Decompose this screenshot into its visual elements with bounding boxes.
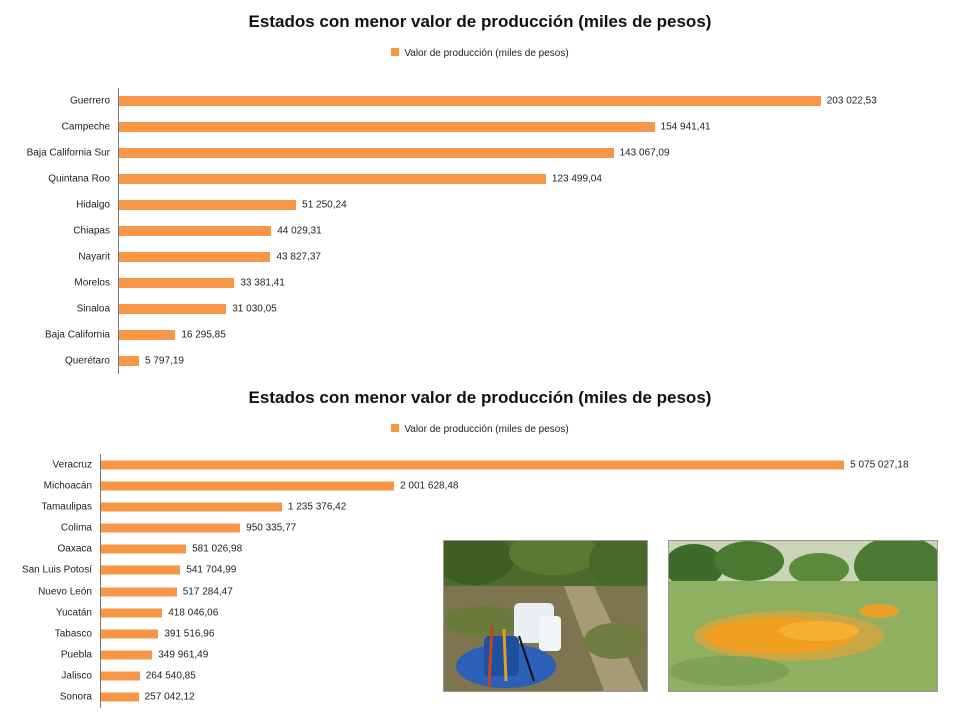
data-label: 257 042,12: [144, 691, 195, 703]
data-label: 1 235 376,42: [287, 501, 347, 513]
category-label: Campeche: [61, 121, 110, 133]
legend-swatch: [391, 424, 400, 433]
legend-label: Valor de producción (miles de pesos): [404, 48, 569, 59]
bar: [101, 692, 139, 702]
data-label: 2 001 628,48: [400, 480, 459, 492]
chart-title: Estados con menor valor de producción (m…: [248, 388, 712, 407]
data-label: 31 030,05: [232, 303, 277, 315]
bar: [101, 502, 282, 512]
category-label: Sinaloa: [76, 303, 110, 315]
data-label: 44 029,31: [277, 225, 322, 237]
category-label: Quintana Roo: [48, 173, 110, 185]
chart-title: Estados con menor valor de producción (m…: [248, 12, 712, 31]
data-label: 16 295,85: [181, 329, 226, 341]
chart-legend: Valor de producción (miles de pesos): [0, 424, 960, 435]
data-label: 43 827,37: [276, 251, 321, 263]
oranges-photo-image: [669, 541, 937, 691]
bar: [119, 96, 821, 106]
category-label: Guerrero: [69, 95, 110, 107]
category-axis: [118, 88, 119, 374]
data-label: 950 335,77: [246, 522, 297, 534]
category-label: Puebla: [60, 649, 92, 661]
photo-sprayer: [443, 540, 648, 692]
legend-swatch: [391, 48, 400, 57]
bar: [101, 608, 163, 618]
data-label: 541 704,99: [186, 564, 237, 576]
data-label: 5 075 027,18: [850, 459, 909, 471]
bar: [119, 330, 176, 340]
chart-legend: Valor de producción (miles de pesos): [0, 48, 960, 59]
legend-label: Valor de producción (miles de pesos): [404, 424, 569, 435]
category-label: Nuevo León: [38, 586, 92, 598]
bar: [101, 481, 395, 491]
category-label: Tamaulipas: [41, 501, 92, 513]
data-label: 143 067,09: [619, 147, 670, 159]
bar: [101, 587, 177, 597]
category-label: Oaxaca: [57, 543, 92, 555]
bar: [101, 460, 845, 470]
data-label: 581 026,98: [192, 543, 243, 555]
chart-top: Estados con menor valor de producción (m…: [0, 12, 960, 374]
bar: [101, 650, 153, 660]
category-label: Sonora: [59, 691, 92, 703]
category-label: Jalisco: [61, 670, 92, 682]
bar: [119, 200, 297, 210]
category-label: Yucatán: [55, 607, 92, 619]
chart-bottom: Estados con menor valor de producción (m…: [0, 378, 960, 720]
bar: [101, 523, 241, 533]
category-axis: [100, 454, 101, 708]
data-label: 517 284,47: [182, 586, 233, 598]
bar: [119, 278, 235, 288]
data-label: 123 499,04: [551, 173, 602, 185]
data-label: 391 516,96: [164, 628, 215, 640]
bar: [119, 226, 272, 236]
data-label: 203 022,53: [826, 95, 877, 107]
bar: [101, 671, 140, 681]
bar: [119, 356, 140, 366]
category-label: Chiapas: [73, 225, 110, 237]
bar: [119, 304, 227, 314]
data-label: 264 540,85: [145, 670, 196, 682]
data-label: 418 046,06: [168, 607, 219, 619]
data-label: 51 250,24: [302, 199, 347, 211]
category-label: Tabasco: [54, 628, 92, 640]
category-label: Michoacán: [43, 480, 92, 492]
bar: [101, 565, 181, 575]
bar: [101, 629, 159, 639]
category-label: Morelos: [74, 277, 110, 289]
bar: [119, 252, 271, 262]
bar: [119, 148, 614, 158]
category-label: Colima: [60, 522, 92, 534]
plot-area: Guerrero 203 022,53 Campeche 154 941,41 Baja…: [27, 88, 913, 374]
category-label: Baja California Sur: [26, 147, 110, 159]
data-label: 33 381,41: [240, 277, 285, 289]
photo-oranges: [668, 540, 938, 692]
sprayer-photo-image: [444, 541, 647, 691]
plot-area: Veracruz 5 075 027,18 Michoacán 2 001 628,4…: [22, 454, 920, 708]
category-label: Hidalgo: [76, 199, 110, 211]
data-label: 5 797,19: [145, 355, 184, 367]
data-label: 154 941,41: [660, 121, 711, 133]
category-label: Querétaro: [64, 355, 110, 367]
bar: [101, 544, 187, 554]
bar: [119, 122, 655, 132]
category-label: Nayarit: [78, 251, 110, 263]
bar: [119, 174, 546, 184]
category-label: Baja California: [44, 329, 110, 341]
data-label: 349 961,49: [158, 649, 209, 661]
category-label: San Luis Potosí: [21, 564, 92, 576]
category-label: Veracruz: [52, 459, 92, 471]
